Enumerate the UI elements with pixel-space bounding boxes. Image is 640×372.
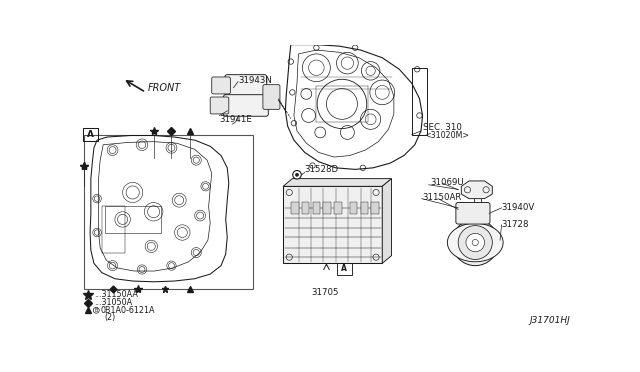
Text: ...31150AA: ...31150AA	[94, 291, 138, 299]
Text: 31728: 31728	[502, 220, 529, 229]
Text: ...31050A: ...31050A	[94, 298, 132, 307]
Polygon shape	[283, 179, 392, 186]
Circle shape	[469, 209, 478, 218]
FancyBboxPatch shape	[212, 77, 230, 94]
Bar	[371, 202, 379, 214]
Text: (2): (2)	[105, 313, 116, 322]
Bar	[105, 206, 161, 232]
Polygon shape	[382, 179, 392, 263]
Circle shape	[452, 219, 499, 266]
Bar	[360, 202, 368, 214]
Bar	[283, 186, 382, 263]
Bar	[312, 202, 320, 214]
Bar	[349, 202, 358, 214]
Text: B: B	[95, 308, 98, 313]
Text: A: A	[87, 130, 94, 139]
Text: 31528D: 31528D	[305, 165, 339, 174]
Bar	[323, 202, 331, 214]
Text: 31941E: 31941E	[220, 115, 252, 124]
Bar	[84, 135, 253, 289]
Text: FRONT: FRONT	[148, 83, 182, 93]
Bar	[291, 202, 298, 214]
Bar	[334, 202, 342, 214]
Text: SEC. 310: SEC. 310	[422, 122, 461, 132]
Text: J31701HJ: J31701HJ	[529, 316, 570, 325]
Text: A: A	[341, 264, 348, 273]
Text: 31705: 31705	[311, 288, 339, 297]
Polygon shape	[447, 223, 503, 262]
Circle shape	[466, 233, 484, 252]
Text: 31150AR: 31150AR	[422, 193, 462, 202]
Circle shape	[458, 225, 492, 260]
Text: 31069U: 31069U	[430, 178, 464, 187]
FancyBboxPatch shape	[210, 97, 229, 114]
Text: <31020M>: <31020M>	[424, 131, 469, 140]
Bar	[301, 202, 309, 214]
FancyBboxPatch shape	[456, 202, 490, 224]
Circle shape	[467, 235, 483, 250]
FancyBboxPatch shape	[225, 75, 267, 96]
Text: 0B1A0-6121A: 0B1A0-6121A	[100, 306, 155, 315]
Text: 31940V: 31940V	[502, 203, 535, 212]
Circle shape	[460, 227, 491, 258]
FancyBboxPatch shape	[223, 95, 268, 116]
Circle shape	[292, 170, 301, 179]
Bar	[102, 206, 125, 253]
Polygon shape	[461, 181, 492, 199]
Text: 31943N: 31943N	[239, 76, 273, 84]
Circle shape	[296, 173, 298, 176]
FancyBboxPatch shape	[263, 85, 280, 109]
